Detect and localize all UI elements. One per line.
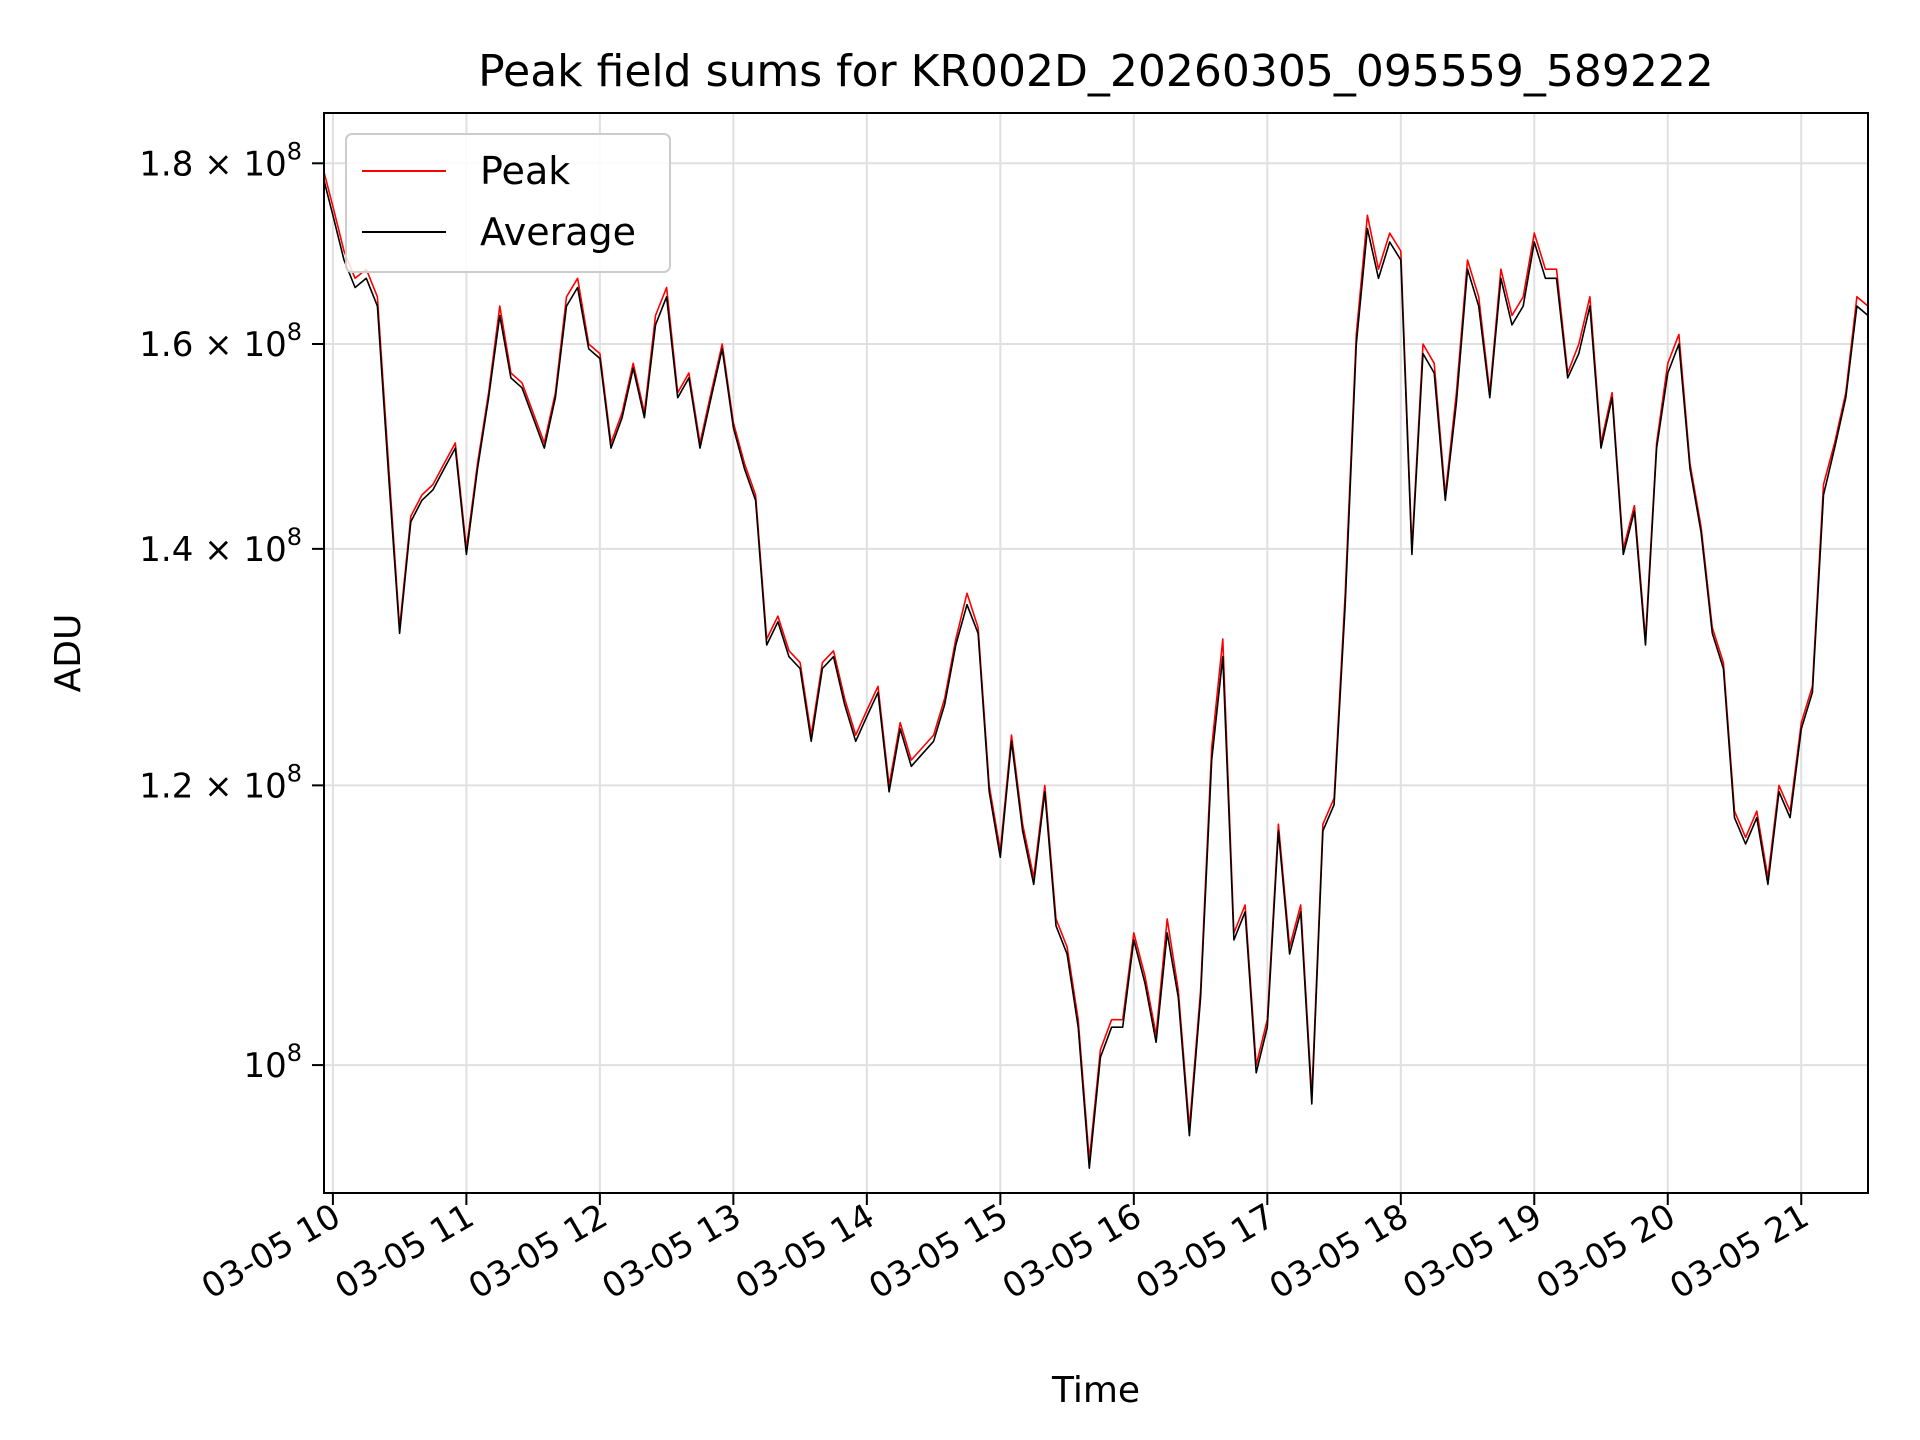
chart-title: Peak field sums for KR002D_20260305_0955…: [478, 46, 1714, 97]
x-axis-label: Time: [1051, 1370, 1140, 1411]
y-axis-label: ADU: [48, 614, 89, 693]
plot-frame: [323, 112, 1869, 1194]
legend-label-average: Average: [480, 210, 636, 254]
y-tick-label: 1.4 × 108: [139, 523, 302, 570]
series-line-average: [323, 180, 1869, 1169]
y-axis-ticks: 108 1.2 × 108 1.4 × 108 1.6 × 108 1.8 × 108: [139, 137, 324, 1086]
y-tick-label: 1.2 × 108: [139, 759, 302, 806]
legend: Peak Average: [345, 133, 671, 273]
y-tick-label: 1.6 × 108: [139, 318, 302, 365]
grid: [324, 113, 1868, 1193]
series-lines: [323, 171, 1869, 1169]
legend-box: [345, 133, 671, 273]
y-tick-label: 108: [243, 1039, 302, 1086]
y-tick-label: 1.8 × 108: [139, 137, 302, 184]
legend-label-peak: Peak: [480, 149, 570, 193]
